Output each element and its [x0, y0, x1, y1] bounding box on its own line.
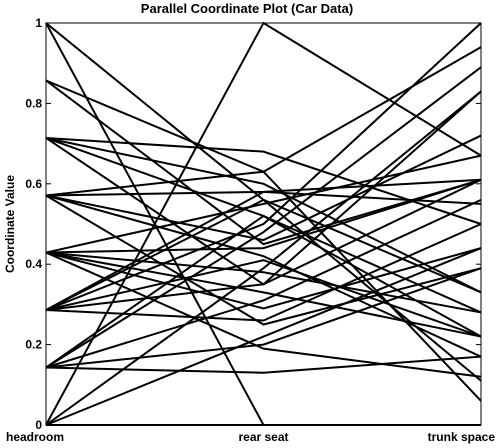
- series-line-3: [45, 79, 482, 246]
- series-line-15: [45, 251, 482, 314]
- series-line-25: [45, 267, 482, 369]
- y-tick-label: 0: [35, 418, 42, 432]
- polylines-group: [45, 21, 482, 426]
- series-line-17: [45, 251, 482, 378]
- y-tick-label: 0.2: [25, 338, 42, 352]
- y-tick-label: 0.6: [25, 177, 42, 191]
- series-line-21: [45, 198, 482, 311]
- series-line-16: [45, 154, 482, 254]
- x-category-label: trunk space: [428, 430, 496, 444]
- series-line-13: [45, 178, 482, 254]
- chart-title: Parallel Coordinate Plot (Car Data): [141, 1, 353, 16]
- y-axis-ticks: 0 0.2 0.4 0.6 0.8 1: [25, 16, 481, 432]
- series-line-10: [45, 194, 482, 326]
- series-line-34: [45, 251, 482, 338]
- y-tick-label: 0.8: [25, 96, 42, 110]
- series-line-8: [45, 134, 482, 242]
- series-line-20: [45, 223, 482, 322]
- series-line-30: [45, 247, 482, 426]
- series-line-12: [45, 46, 482, 197]
- x-category-label: rear seat: [238, 430, 288, 444]
- plot-frame: [45, 22, 482, 426]
- series-line-23: [45, 66, 482, 369]
- series-line-27: [45, 355, 482, 374]
- y-tick-label: 0.4: [25, 257, 42, 271]
- series-line-26: [45, 214, 482, 369]
- x-category-label: headroom: [6, 430, 64, 444]
- x-axis-labels: headroom rear seat trunk space: [6, 430, 495, 444]
- y-axis-label: Coordinate Value: [3, 175, 17, 273]
- series-line-22: [45, 259, 482, 338]
- y-tick-label: 1: [35, 16, 42, 30]
- series-line-19: [45, 178, 482, 312]
- series-line-29: [45, 90, 482, 426]
- series-line-18: [45, 22, 482, 311]
- series-line-24: [45, 198, 482, 369]
- series-line-33: [45, 190, 482, 311]
- series-line-11: [45, 194, 482, 358]
